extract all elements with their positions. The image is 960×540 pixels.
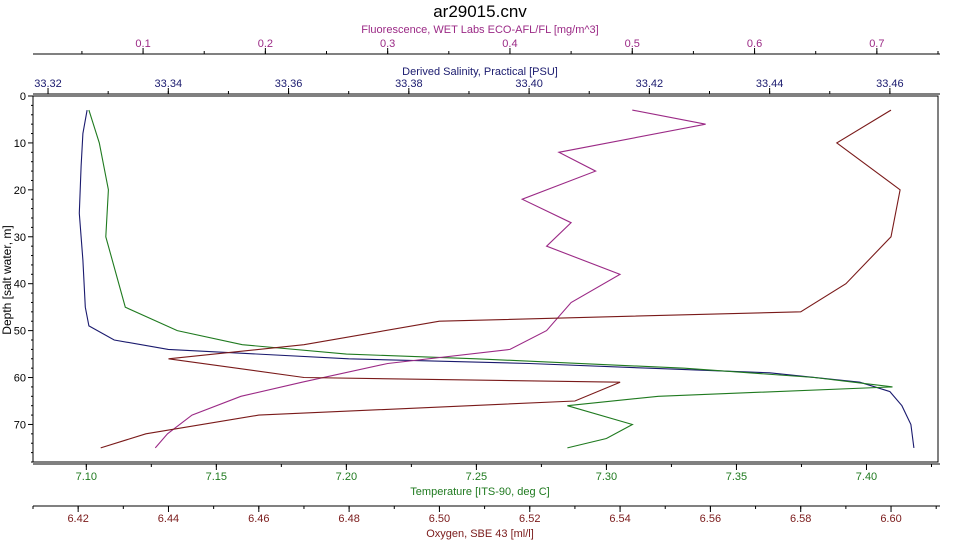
chart-title: ar29015.cnv: [433, 2, 527, 21]
salinity-tick-label: 33.44: [756, 78, 784, 90]
temperature-tick-label: 7.20: [336, 471, 357, 483]
bottom-axes: 7.10 7.15 7.20 7.25 7.30 7.35 7.40 Temperature …: [32, 463, 940, 540]
salinity-axis-label: Derived Salinity, Practical [PSU]: [402, 66, 558, 78]
oxygen-tick-label: 6.58: [790, 513, 811, 525]
depth-tick-label: 10: [14, 138, 26, 150]
oxygen-axis-label: Oxygen, SBE 43 [ml/l]: [426, 528, 534, 540]
y-axis-label: Depth [salt water, m]: [0, 225, 14, 334]
top-axes: 0.1 0.2 0.3 0.4 0.5 0.6 0.7 Fluorescence, WET L…: [33, 24, 940, 95]
temperature-axis-label: Temperature [ITS-90, deg C]: [410, 486, 549, 498]
salinity-tick-label: 33.40: [515, 78, 543, 90]
depth-tick-label: 30: [14, 232, 26, 244]
salinity-tick-label: 33.38: [395, 78, 423, 90]
oxygen-tick-label: 6.46: [248, 513, 269, 525]
oxygen-tick-label: 6.54: [609, 513, 630, 525]
salinity-tick-label: 33.32: [34, 78, 62, 90]
salinity-tick-label: 33.42: [636, 78, 664, 90]
depth-tick-label: 60: [14, 373, 26, 385]
temperature-tick-label: 7.15: [206, 471, 227, 483]
fluorescence-tick-label: 0.6: [747, 38, 762, 50]
fluorescence-tick-label: 0.5: [625, 38, 640, 50]
depth-tick-label: 70: [14, 419, 26, 431]
salinity-tick-label: 33.34: [155, 78, 183, 90]
series-layer: [78, 109, 915, 449]
y-axis: 0 10 20 30 40 50 60 70: [14, 91, 33, 463]
depth-tick-label: 50: [14, 326, 26, 338]
depth-tick-label: 20: [14, 185, 26, 197]
temperature-tick-label: 7.40: [856, 471, 877, 483]
oxygen-tick-label: 6.48: [338, 513, 359, 525]
fluorescence-tick-label: 0.7: [869, 38, 884, 50]
depth-tick-label: 0: [20, 91, 26, 103]
salinity-series-line: [78, 110, 915, 448]
oxygen-tick-label: 6.50: [429, 513, 450, 525]
fluorescence-axis-label: Fluorescence, WET Labs ECO-AFL/FL [mg/m^…: [361, 24, 598, 36]
salinity-tick-label: 33.46: [876, 78, 904, 90]
temperature-tick-label: 7.35: [726, 471, 747, 483]
temperature-tick-label: 7.10: [76, 471, 97, 483]
temperature-tick-label: 7.25: [466, 471, 487, 483]
oxygen-tick-label: 6.52: [519, 513, 540, 525]
temperature-series-line: [88, 109, 893, 449]
oxygen-tick-label: 6.56: [700, 513, 721, 525]
oxygen-tick-label: 6.60: [880, 513, 901, 525]
fluorescence-tick-label: 0.2: [258, 38, 273, 50]
oxygen-tick-label: 6.42: [67, 513, 88, 525]
fluorescence-tick-label: 0.4: [502, 38, 517, 50]
fluorescence-tick-label: 0.1: [135, 38, 150, 50]
plot-area: [32, 95, 939, 463]
oxygen-tick-label: 6.44: [158, 513, 179, 525]
salinity-tick-label: 33.36: [275, 78, 303, 90]
fluorescence-tick-label: 0.3: [380, 38, 395, 50]
temperature-tick-label: 7.30: [596, 471, 617, 483]
oxygen-series-line: [100, 109, 901, 449]
fluorescence-series-line: [154, 109, 706, 449]
depth-tick-label: 40: [14, 279, 26, 291]
